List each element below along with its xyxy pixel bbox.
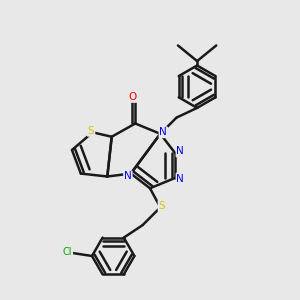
Text: N: N [176,146,184,157]
Text: N: N [176,174,184,184]
Text: S: S [158,201,165,211]
Text: Cl: Cl [63,247,72,256]
Text: O: O [128,92,136,102]
Text: N: N [159,127,167,137]
Text: N: N [124,172,132,182]
Text: S: S [88,126,94,136]
